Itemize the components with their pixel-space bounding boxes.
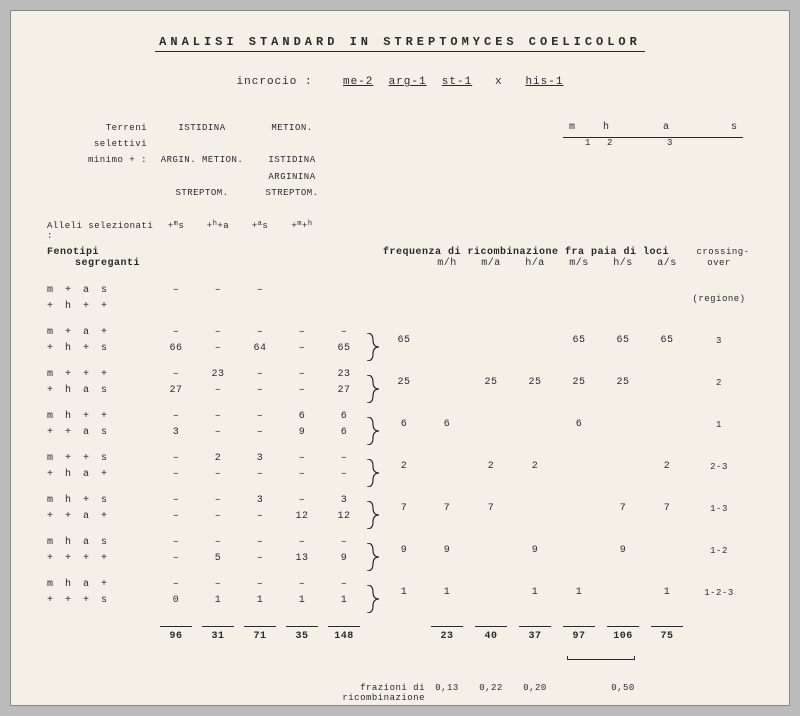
freq-header: segreganti m/hm/ah/am/sh/sa/s over [47, 258, 753, 269]
incrocio-line: incrocio : me-2 arg-1 st-1 x his-1 [47, 76, 753, 88]
table-row: m h a s–––––99991-2 [47, 535, 753, 551]
fractions-row: frazioni di ricombinazione 0,130,220,200… [47, 683, 753, 703]
loci-diagram: m h a s 1 2 3 [563, 124, 743, 201]
alleli-row: Alleli selezionati : +ms+h+a+as+m+h [47, 221, 753, 241]
table-row: m + + s–23––22222-3 [47, 451, 753, 467]
terreni-block: Terreni selettivi ISTIDINA METION. minim… [47, 120, 337, 201]
table-row: m + + +–23––2325252525252 [47, 367, 753, 383]
table-row: m h + s––3–3777771-3 [47, 493, 753, 509]
table-row: m h a +–––––111111-2-3 [47, 577, 753, 593]
table-row: m + a s–––(regione) [47, 283, 753, 299]
main-header: Fenotipi frequenza di ricombinazione fra… [47, 247, 753, 258]
table-row: m + a +–––––656565653 [47, 325, 753, 341]
totals-row: 963171351482340379710675 [47, 619, 753, 649]
data-table: m + a s–––(regione)+ h + +m + a +–––––65… [47, 283, 753, 665]
table-row: m h + +–––666661 [47, 409, 753, 425]
page-title: ANALISI STANDARD IN STREPTOMYCES COELICO… [47, 35, 753, 52]
